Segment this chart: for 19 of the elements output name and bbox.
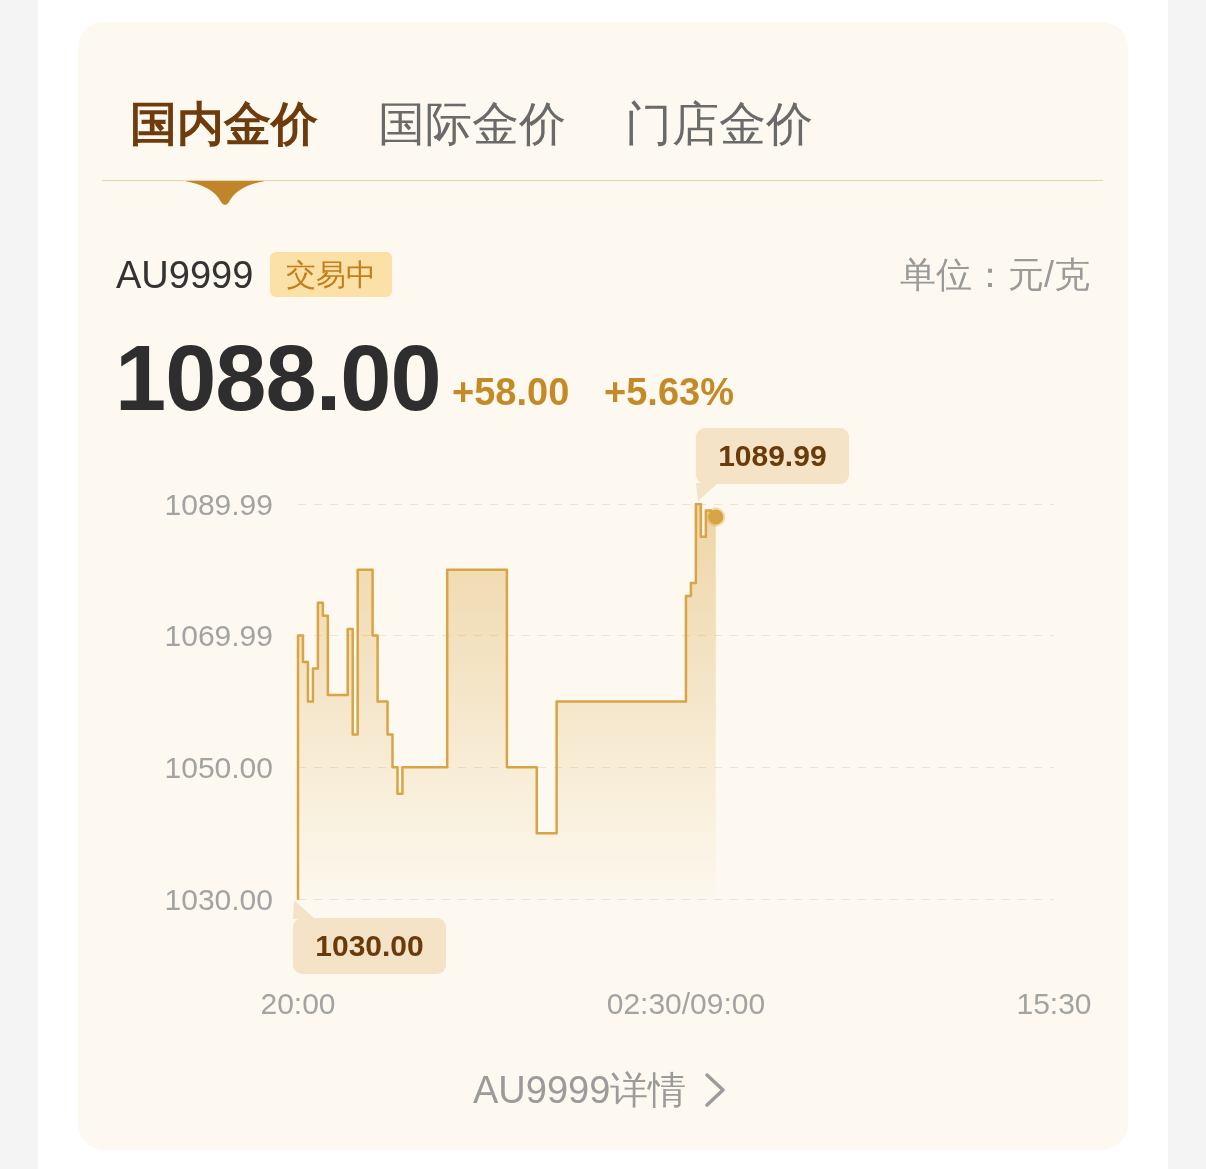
- text: AU9999详情: [473, 1069, 687, 1111]
- y-tick-label: 1050.00: [164, 750, 273, 784]
- y-tick-label: 1089.99: [164, 487, 273, 521]
- text: +58.00: [452, 371, 570, 413]
- y-tick-label: 1069.99: [164, 619, 273, 653]
- text: 1088.00: [115, 327, 441, 429]
- text: 交易中: [286, 257, 376, 291]
- text: 国际金价: [378, 97, 566, 150]
- text: 单位：元/克: [899, 254, 1090, 295]
- y-tick-label: 1030.00: [164, 882, 273, 916]
- text: 国内金价: [130, 97, 318, 150]
- x-tick-label: 02:30/09:00: [606, 986, 766, 1020]
- annotation: 1030.00: [315, 929, 424, 962]
- text: +5.63%: [604, 371, 734, 413]
- x-tick-label: 20:00: [260, 986, 336, 1020]
- text: 门店金价: [625, 97, 813, 150]
- x-tick-label: 15:30: [1016, 986, 1092, 1020]
- chart-title: AU9999: [116, 254, 254, 296]
- text: 1089.99: [718, 439, 827, 472]
